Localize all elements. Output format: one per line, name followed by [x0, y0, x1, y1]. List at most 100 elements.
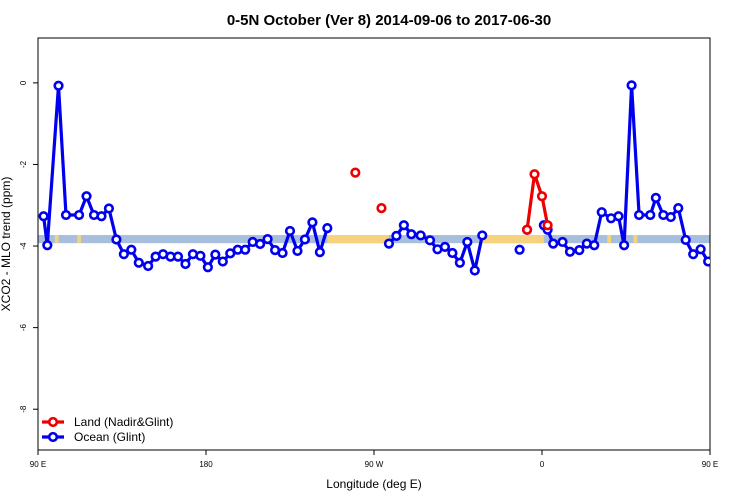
- data-point: [210, 249, 221, 260]
- band-land-speck: [54, 235, 59, 244]
- x-axis: 90 E 180 90 W 0 90 E: [30, 450, 718, 469]
- data-point: [574, 245, 585, 256]
- y-tick-label: -4: [19, 242, 28, 250]
- data-point: [314, 247, 325, 258]
- data-point: [391, 230, 402, 241]
- series-ocean-glint: [38, 80, 735, 276]
- data-point: [299, 234, 311, 245]
- data-point: [38, 211, 49, 222]
- data-point: [613, 211, 624, 222]
- data-point: [126, 244, 137, 255]
- data-point: [53, 80, 64, 91]
- y-axis-label: XCO2 - MLO trend (ppm): [0, 177, 13, 312]
- y-axis: 0 -2 -4 -6 -8: [19, 80, 38, 413]
- data-point: [180, 258, 191, 270]
- data-point: [564, 246, 576, 257]
- band-land-speck: [607, 235, 612, 244]
- band-land-speck: [633, 235, 638, 244]
- data-point: [650, 192, 661, 204]
- data-point: [695, 244, 706, 255]
- data-point: [292, 245, 303, 257]
- legend-marker: [47, 431, 59, 443]
- data-point: [262, 234, 273, 245]
- y-tick-label: -8: [19, 405, 28, 413]
- y-tick-label: -6: [19, 324, 28, 332]
- series-land-nadir-glint: [350, 167, 553, 235]
- x-tick-label: 90 E: [30, 460, 46, 469]
- data-point: [225, 248, 236, 259]
- data-point: [439, 241, 451, 252]
- data-point: [542, 220, 553, 231]
- data-point: [469, 265, 480, 276]
- data-point: [118, 249, 129, 260]
- data-point: [277, 247, 288, 259]
- data-point: [462, 236, 473, 248]
- data-point: [719, 253, 727, 261]
- data-point: [596, 207, 607, 218]
- data-point: [536, 191, 548, 202]
- data-point: [589, 240, 600, 251]
- data-point: [688, 249, 699, 260]
- data-point: [255, 238, 266, 250]
- data-point: [195, 250, 206, 261]
- data-point: [406, 229, 417, 240]
- data-point: [626, 80, 637, 91]
- data-point: [240, 244, 251, 255]
- legend-label: Ocean (Glint): [74, 430, 145, 444]
- data-point: [680, 234, 691, 246]
- x-tick-label: 180: [199, 460, 213, 469]
- data-point: [424, 235, 436, 246]
- band-land-speck: [77, 235, 81, 244]
- data-point: [60, 209, 72, 221]
- series-line: [525, 172, 550, 230]
- data-point: [307, 217, 318, 228]
- legend-label: Land (Nadir&Glint): [74, 415, 173, 429]
- data-point: [143, 260, 154, 272]
- data-point: [217, 256, 228, 267]
- data-point: [81, 191, 92, 202]
- legend: Land (Nadir&Glint)Ocean (Glint): [42, 415, 173, 444]
- data-point: [322, 222, 333, 234]
- x-tick-label: 90 E: [702, 460, 718, 469]
- y-tick-label: -2: [19, 160, 28, 168]
- y-tick-label: 0: [19, 80, 28, 85]
- data-point: [673, 203, 684, 214]
- data-point: [548, 238, 559, 249]
- data-point: [383, 238, 395, 249]
- data-point: [96, 211, 107, 222]
- data-point: [727, 250, 735, 258]
- band-land-segment: [327, 235, 389, 244]
- data-point: [645, 209, 656, 221]
- data-point: [284, 225, 296, 237]
- data-point: [529, 169, 540, 180]
- legend-marker: [47, 416, 59, 428]
- plot-frame: [37, 37, 711, 451]
- data-point: [111, 234, 122, 245]
- band-land-segment: [482, 235, 544, 244]
- data-point: [712, 260, 720, 268]
- data-point: [477, 230, 488, 241]
- series-layer: [38, 80, 735, 276]
- data-point: [454, 257, 465, 268]
- data-point: [665, 211, 676, 223]
- reference-band: [38, 235, 710, 244]
- x-axis-label: Longitude (deg E): [326, 477, 421, 491]
- chart-title: 0-5N October (Ver 8) 2014-09-06 to 2017-…: [227, 12, 551, 29]
- data-point: [447, 247, 458, 259]
- data-point: [133, 257, 144, 268]
- data-point: [350, 167, 361, 178]
- data-point: [521, 224, 533, 235]
- data-point: [557, 236, 568, 248]
- data-point: [415, 230, 426, 241]
- data-point: [376, 203, 387, 214]
- data-point: [398, 220, 409, 231]
- data-point: [703, 256, 710, 267]
- x-tick-label: 90 W: [365, 460, 384, 469]
- data-point: [202, 262, 213, 273]
- data-point: [103, 203, 115, 214]
- data-point: [42, 240, 53, 251]
- data-point: [633, 209, 645, 221]
- data-point: [73, 209, 85, 221]
- data-point: [514, 244, 525, 255]
